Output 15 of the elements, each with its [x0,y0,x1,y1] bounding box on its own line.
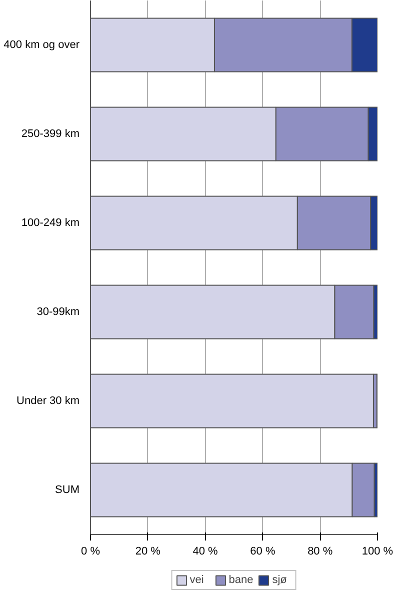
y-tick-label: 400 km og over [4,39,80,51]
x-tick-label: 100 % [362,546,394,558]
legend-label: vei [190,574,205,586]
y-tick-label: 100-249 km [21,217,80,229]
y-tick-label: Under 30 km [16,395,80,407]
x-tick-label: 60 % [250,546,276,558]
y-tick-label: SUM [55,484,80,496]
legend-label: bane [228,574,254,586]
x-tick-label: 40 % [192,546,218,558]
legend-label: sjø [272,574,288,586]
x-tick-label: 80 % [308,546,333,558]
x-tick-label: 20 % [135,546,161,558]
y-tick-label: 250-399 km [21,128,80,140]
y-tick-label: 30-99km [36,306,80,318]
x-tick-label: 0 % [81,546,100,558]
